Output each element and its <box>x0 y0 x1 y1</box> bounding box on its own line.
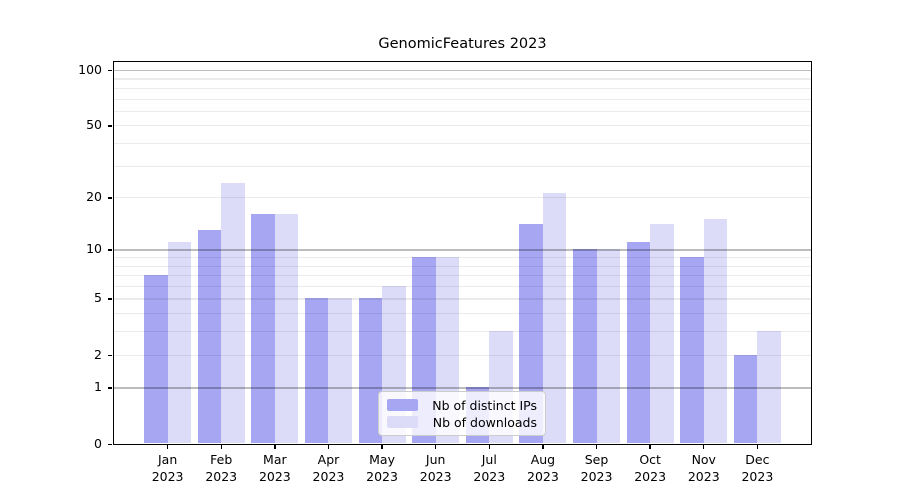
bar-downloads-dec <box>757 331 781 444</box>
bar-downloads-nov <box>703 219 728 444</box>
x-tick-feb <box>220 444 222 450</box>
y-tick-100 <box>107 70 113 72</box>
bar-ips-dec <box>733 354 758 444</box>
y-tick-label-5: 5 <box>94 290 102 306</box>
x-tick-mar <box>274 444 276 450</box>
bar-downloads-oct <box>650 224 674 444</box>
gridline-y-60 <box>114 110 811 112</box>
gridline-y-1 <box>114 387 811 389</box>
gridline-y-40 <box>114 142 811 145</box>
bar-downloads-feb <box>221 183 245 444</box>
spine-bottom <box>112 443 813 445</box>
x-tick-label-dec: Dec 2023 <box>741 452 774 484</box>
x-tick-sep <box>595 444 598 450</box>
legend-swatch-downloads <box>387 415 418 429</box>
bar-downloads-aug <box>542 193 567 444</box>
chart-title: GenomicFeatures 2023 <box>378 36 547 52</box>
bar-downloads-jan <box>167 242 192 444</box>
legend-entry-distinct-ips: Nb of distinct IPs <box>387 398 537 413</box>
bar-ips-sep <box>573 249 597 444</box>
bar-ips-mar <box>251 214 275 444</box>
x-tick-label-sep: Sep 2023 <box>580 452 613 484</box>
gridline-y-100 <box>114 70 811 72</box>
y-tick-label-100: 100 <box>78 62 102 77</box>
y-tick-label-0: 0 <box>94 435 102 451</box>
bar-ips-apr <box>304 298 329 444</box>
gridline-y-6 <box>114 286 811 288</box>
x-tick-label-apr: Apr 2023 <box>312 452 345 484</box>
y-tick-label-2: 2 <box>94 346 102 362</box>
y-tick-50 <box>107 125 113 127</box>
x-tick-label-nov: Nov 2023 <box>687 452 720 484</box>
bar-ips-aug <box>519 224 543 444</box>
bar-ips-feb <box>197 229 222 444</box>
bar-ips-may <box>358 298 383 444</box>
gridline-y-4 <box>114 313 811 315</box>
gridline-y-80 <box>114 87 811 89</box>
x-tick-jul <box>488 444 490 450</box>
gridline-y-7 <box>114 275 811 277</box>
gridline-y-2 <box>114 354 811 356</box>
spine-top <box>112 60 813 62</box>
x-tick-apr <box>327 444 330 450</box>
x-tick-label-aug: Aug 2023 <box>527 452 559 484</box>
bar-downloads-mar <box>274 214 299 444</box>
x-tick-label-jul: Jul 2023 <box>473 452 506 484</box>
x-tick-label-may: May 2023 <box>366 452 398 484</box>
legend: Nb of distinct IPs Nb of downloads <box>378 391 546 436</box>
y-tick-label-20: 20 <box>86 189 102 205</box>
legend-entry-downloads: Nb of downloads <box>387 415 537 430</box>
spine-right <box>811 60 813 445</box>
gridline-y-50 <box>114 125 811 127</box>
gridline-y-70 <box>114 98 811 100</box>
y-tick-1 <box>107 387 113 389</box>
x-tick-nov <box>703 444 705 450</box>
gridline-y-9 <box>114 257 811 259</box>
x-tick-label-jan: Jan 2023 <box>151 452 184 484</box>
y-tick-5 <box>107 298 113 300</box>
y-tick-2 <box>107 354 113 356</box>
gridline-y-8 <box>114 265 811 267</box>
bar-downloads-apr <box>328 298 352 444</box>
x-tick-dec <box>756 444 759 450</box>
legend-label-distinct-ips: Nb of distinct IPs <box>432 397 537 413</box>
gridline-y-20 <box>114 197 811 199</box>
x-tick-oct <box>649 444 651 450</box>
bar-ips-oct <box>626 242 651 444</box>
legend-label-downloads: Nb of downloads <box>432 414 537 430</box>
bar-ips-nov <box>680 257 704 444</box>
gridline-y-3 <box>114 331 811 333</box>
y-tick-label-1: 1 <box>94 379 102 395</box>
y-tick-label-50: 50 <box>86 117 102 133</box>
x-tick-jan <box>166 444 169 450</box>
legend-swatch-distinct-ips <box>387 398 418 412</box>
y-tick-label-10: 10 <box>86 241 102 257</box>
x-tick-label-jun: Jun 2023 <box>419 452 452 484</box>
gridline-y-90 <box>114 78 811 80</box>
gridline-y-10 <box>114 249 811 251</box>
gridline-y-5 <box>114 298 811 300</box>
y-tick-20 <box>107 197 113 199</box>
bar-downloads-sep <box>596 249 621 444</box>
bar-ips-jan <box>144 275 168 444</box>
gridline-y-30 <box>114 165 811 167</box>
x-tick-label-mar: Mar 2023 <box>258 452 291 484</box>
y-tick-10 <box>107 249 113 251</box>
x-tick-label-feb: Feb 2023 <box>205 452 238 484</box>
x-tick-may <box>381 444 383 450</box>
y-tick-0 <box>107 443 113 445</box>
plot-area <box>114 62 811 444</box>
x-tick-label-oct: Oct 2023 <box>634 452 667 484</box>
spine-left <box>112 60 114 445</box>
x-tick-jun <box>434 444 437 450</box>
x-tick-aug <box>542 444 544 450</box>
